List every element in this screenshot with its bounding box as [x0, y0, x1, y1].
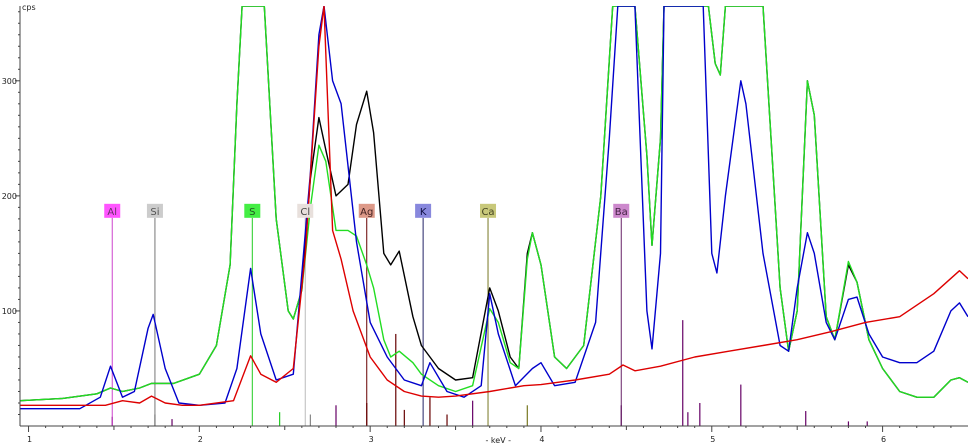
element-marker-box — [244, 203, 261, 218]
x-tick-label: 3 — [369, 435, 374, 444]
element-marker-box — [297, 203, 314, 218]
element-marker: Ag — [358, 203, 375, 218]
element-marker: Cl — [297, 203, 314, 218]
element-marker: Ca — [480, 203, 497, 218]
reference-lines — [111, 217, 868, 426]
element-marker-box — [480, 203, 497, 218]
series-layer — [20, 6, 968, 410]
y-tick-label: 300 — [2, 77, 17, 86]
element-marker-label: K — [420, 207, 427, 218]
x-tick-label: 2 — [198, 435, 203, 444]
y-axis-label: cps — [22, 3, 36, 12]
element-markers: Al Si S Cl Ag K Ca Ba — [104, 203, 630, 218]
element-marker-box — [146, 203, 163, 218]
x-tick-label: 1 — [27, 435, 32, 444]
element-marker: K — [415, 203, 432, 218]
element-marker-box — [358, 203, 375, 218]
element-marker-label: Ca — [481, 207, 494, 218]
element-marker-box — [415, 203, 432, 218]
x-tick-label: 6 — [881, 435, 886, 444]
element-marker: Al — [104, 203, 121, 218]
axes: cps - keV - 1 2 3 4 5 6 100 200 300 — [2, 3, 968, 445]
element-marker: Ba — [613, 203, 630, 218]
element-marker: Si — [146, 203, 163, 218]
element-marker-label: Si — [150, 207, 159, 218]
element-marker-label: S — [249, 207, 255, 218]
element-marker: S — [244, 203, 261, 218]
series-line-green — [20, 6, 968, 402]
x-tick-label: 4 — [539, 435, 544, 444]
series-line-red — [20, 6, 968, 406]
element-marker-box — [104, 203, 121, 218]
x-tick-label: 5 — [710, 435, 715, 444]
series-line-blue — [20, 6, 968, 410]
y-tick-label: 200 — [2, 192, 17, 201]
x-axis-label: - keV - — [485, 436, 511, 445]
element-marker-label: Al — [107, 207, 117, 218]
element-marker-box — [613, 203, 630, 218]
y-tick-label: 100 — [2, 307, 17, 316]
element-marker-label: Ag — [360, 207, 373, 218]
element-marker-label: Cl — [300, 207, 310, 218]
element-marker-label: Ba — [615, 207, 628, 218]
